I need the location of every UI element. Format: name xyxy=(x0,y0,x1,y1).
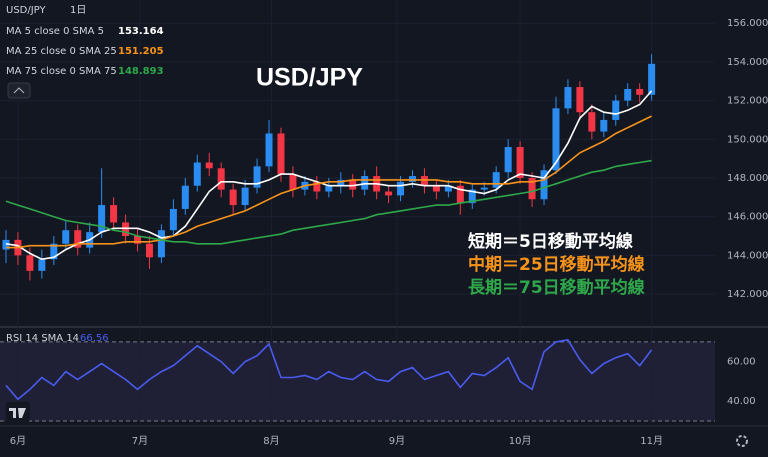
candle-body xyxy=(62,230,70,244)
y-tick-label: 148.000 xyxy=(727,173,768,184)
candle-body xyxy=(540,170,548,200)
candle-body xyxy=(313,181,321,192)
annotation: 中期＝25日移動平均線 xyxy=(468,254,645,275)
candle-body xyxy=(205,162,213,169)
y-tick-label: 156.000 xyxy=(727,18,768,29)
candle-body xyxy=(277,133,285,175)
candle-body xyxy=(456,185,464,204)
candle-body xyxy=(181,185,189,209)
legend-label: MA 5 close 0 SMA 5 xyxy=(6,26,104,37)
candle-body xyxy=(528,177,536,200)
moving-average-line xyxy=(6,115,652,249)
candle-body xyxy=(492,172,500,188)
y-tick-label: 150.000 xyxy=(727,134,768,145)
candle-body xyxy=(157,230,165,258)
candle-body xyxy=(600,119,608,132)
candle-body xyxy=(480,187,488,190)
symbol: USD/JPY xyxy=(6,5,46,16)
candle-body xyxy=(648,63,656,95)
candle-body xyxy=(385,191,393,196)
candle-body xyxy=(612,100,620,120)
plot xyxy=(2,54,656,401)
candle-body xyxy=(432,185,440,192)
settings-button[interactable] xyxy=(736,435,748,447)
y-tick-label: 152.000 xyxy=(727,96,768,107)
y-tick-label: 40.00 xyxy=(727,396,756,407)
candle-body xyxy=(337,179,345,186)
legend-value: 153.164 xyxy=(118,26,164,37)
candle-body xyxy=(576,87,584,113)
candle-body xyxy=(2,239,10,250)
x-tick-label: 11月 xyxy=(640,435,663,447)
rsi-band xyxy=(0,341,715,422)
y-tick-label: 146.000 xyxy=(727,212,768,223)
candle-body xyxy=(444,185,452,192)
candle-body xyxy=(325,185,333,192)
legend-label: MA 75 close 0 SMA 75 xyxy=(6,66,117,77)
x-tick-label: 6月 xyxy=(10,435,26,447)
y-tick-label: 144.000 xyxy=(727,250,768,261)
y-tick-label: 60.00 xyxy=(727,357,756,368)
legend-value: 148.893 xyxy=(118,66,164,77)
candle-body xyxy=(98,205,106,233)
candle-body xyxy=(110,205,118,223)
candle-body xyxy=(624,88,632,101)
logo-mark xyxy=(9,408,26,418)
candle-body xyxy=(397,181,405,196)
candle-body xyxy=(636,88,644,95)
y-tick-label: 142.000 xyxy=(727,289,768,300)
candle-body xyxy=(588,112,596,132)
annotation: 短期＝5日移動平均線 xyxy=(468,231,633,252)
candle-body xyxy=(241,187,249,206)
candle-body xyxy=(26,255,34,271)
collapse-button[interactable] xyxy=(7,82,31,99)
collapse-icon xyxy=(13,87,25,94)
x-tick-label: 9月 xyxy=(389,435,405,447)
candle-body xyxy=(217,168,225,190)
y-tick-label: 154.000 xyxy=(727,57,768,68)
moving-average-line xyxy=(5,159,652,245)
x-tick-label: 8月 xyxy=(263,435,279,447)
candle-body xyxy=(564,87,572,109)
candle-body xyxy=(289,174,297,190)
rsi-line xyxy=(5,339,653,401)
candle-body xyxy=(145,243,153,258)
candle-body xyxy=(349,179,357,190)
candle-body xyxy=(50,243,58,260)
candle-body xyxy=(134,236,141,244)
candle-body xyxy=(229,189,237,206)
logo[interactable] xyxy=(6,402,30,422)
candle-body xyxy=(265,133,273,167)
annotation: 長期＝75日移動平均線 xyxy=(468,277,645,298)
legend-value: 151.205 xyxy=(118,46,164,57)
candle-body xyxy=(361,176,369,190)
candle-body xyxy=(122,222,130,237)
candle-body xyxy=(552,108,560,171)
legend-label: MA 25 close 0 SMA 25 xyxy=(6,46,117,57)
candle-body xyxy=(253,166,261,188)
rsi-value: 66.56 xyxy=(80,333,109,344)
interval: 1日 xyxy=(70,5,86,16)
candle-body xyxy=(468,189,476,204)
candle-body xyxy=(74,230,82,248)
rsi-title: RSI 14 SMA 14 xyxy=(6,333,79,344)
candle-body xyxy=(38,259,46,271)
candle-body xyxy=(504,147,512,173)
x-tick-label: 7月 xyxy=(132,435,148,447)
candle-body xyxy=(169,208,177,231)
chart-title: USD/JPY xyxy=(256,64,363,92)
candle-body xyxy=(409,176,416,182)
candle-body xyxy=(516,147,524,178)
moving-average-line xyxy=(5,90,653,261)
candle-body xyxy=(420,176,428,186)
candle-body xyxy=(193,162,201,186)
x-tick-label: 10月 xyxy=(509,435,532,447)
